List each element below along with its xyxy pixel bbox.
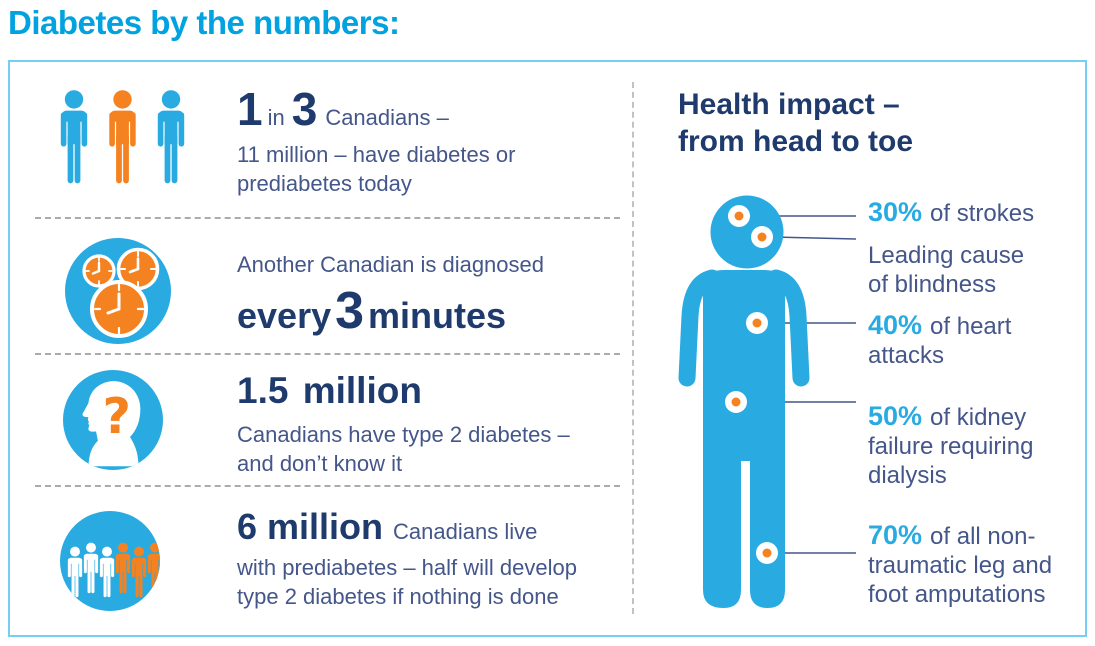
stat2-bold-post: minutes xyxy=(368,295,507,336)
divider-2 xyxy=(35,353,620,355)
head-question-icon: ? xyxy=(63,370,163,470)
callout-strokes: 30% of strokes xyxy=(868,198,1034,228)
callout-kidney-text3: dialysis xyxy=(868,462,947,489)
marker-brain xyxy=(728,205,750,227)
infographic-panel: 1 in 3 Canadians – 11 million – have diabet… xyxy=(8,60,1087,637)
marker-eye xyxy=(751,226,773,248)
stat4-line3: type 2 diabetes if nothing is done xyxy=(237,584,559,609)
three-people-icon xyxy=(60,90,185,184)
stat-row-3: 1.5 million Canadians have type 2 diabet… xyxy=(237,370,570,478)
stat2-line1: Another Canadian is diagnosed xyxy=(237,252,545,277)
stat1-word: in xyxy=(267,105,285,130)
callout-amputations-pct: 70% xyxy=(868,520,923,550)
stat-row-1: 1 in 3 Canadians – 11 million – have diabet… xyxy=(237,86,515,198)
stat3-body-line2: and don’t know it xyxy=(237,450,403,476)
human-body-silhouette xyxy=(678,195,857,608)
stat-row-4: 6 million Canadians live with prediabetes… xyxy=(237,509,637,611)
stat4-headline: 6 million xyxy=(237,506,384,547)
svg-text:?: ? xyxy=(103,387,131,445)
stat4-line2: with prediabetes – half will develop xyxy=(237,555,577,580)
callout-amputations-text1: of all non- xyxy=(930,523,1036,550)
body-shape xyxy=(678,195,810,608)
marker-kidney xyxy=(725,391,747,413)
callout-kidney-pct: 50% xyxy=(868,401,923,431)
stat1-num2: 3 xyxy=(291,83,318,135)
callout-heart-text1: of heart xyxy=(930,313,1012,340)
page-title: Diabetes by the numbers: xyxy=(8,4,400,41)
callout-amputations: 70% of all non- traumatic leg and foot am… xyxy=(868,521,1052,609)
stat1-body-line2: 11 million – have diabetes or xyxy=(237,142,516,167)
body-markers xyxy=(725,205,778,564)
callout-blindness-text2: of blindness xyxy=(868,271,997,298)
stat4-line1: 6 million Canadians live xyxy=(237,509,637,550)
divider-1 xyxy=(35,217,620,219)
callout-kidney-text2: failure requiring xyxy=(868,433,1034,460)
clocks-icon xyxy=(65,238,171,344)
marker-leg xyxy=(756,542,778,564)
impact-heading: Health impact – from head to toe xyxy=(678,86,913,160)
stat2-bold-pre: every xyxy=(237,295,332,336)
callout-amputations-text2: traumatic leg and xyxy=(868,552,1053,579)
stat-row-2: Another Canadian is diagnosed every3 minu… xyxy=(237,250,544,339)
marker-heart xyxy=(746,312,768,334)
stat1-line1: 1 in 3 Canadians – xyxy=(237,86,515,132)
callout-strokes-pct: 30% xyxy=(868,197,923,227)
stat1-suffix: Canadians – xyxy=(325,105,449,130)
callout-blindness: Leading cause of blindness xyxy=(868,241,1024,299)
callout-heart-text2: attacks xyxy=(868,342,945,369)
callout-heart-pct: 40% xyxy=(868,310,923,340)
stat2-num: 3 xyxy=(335,282,365,340)
vertical-divider xyxy=(632,82,634,614)
stat1-num1: 1 xyxy=(237,83,263,135)
stat2-headline: every3 minutes xyxy=(237,284,544,339)
callout-kidney: 50% of kidney failure requiring dialysis xyxy=(868,402,1033,490)
impact-heading-line1: Health impact – xyxy=(678,88,900,121)
impact-heading-line2: from head to toe xyxy=(678,125,914,158)
stat4-tail1: Canadians live xyxy=(393,519,538,544)
callout-kidney-text1: of kidney xyxy=(930,404,1027,431)
callout-heart: 40% of heart attacks xyxy=(868,311,1011,370)
callout-blindness-text1: Leading cause xyxy=(868,242,1025,269)
callout-amputations-text3: foot amputations xyxy=(868,581,1046,608)
stat1-body-line3: prediabetes today xyxy=(237,171,412,196)
crowd-icon xyxy=(60,511,160,611)
callout-strokes-text: of strokes xyxy=(930,200,1035,227)
stat3-body-line1: Canadians have type 2 diabetes – xyxy=(237,421,570,447)
divider-3 xyxy=(35,485,620,487)
stat3-headline: 1.5 million xyxy=(237,370,422,411)
